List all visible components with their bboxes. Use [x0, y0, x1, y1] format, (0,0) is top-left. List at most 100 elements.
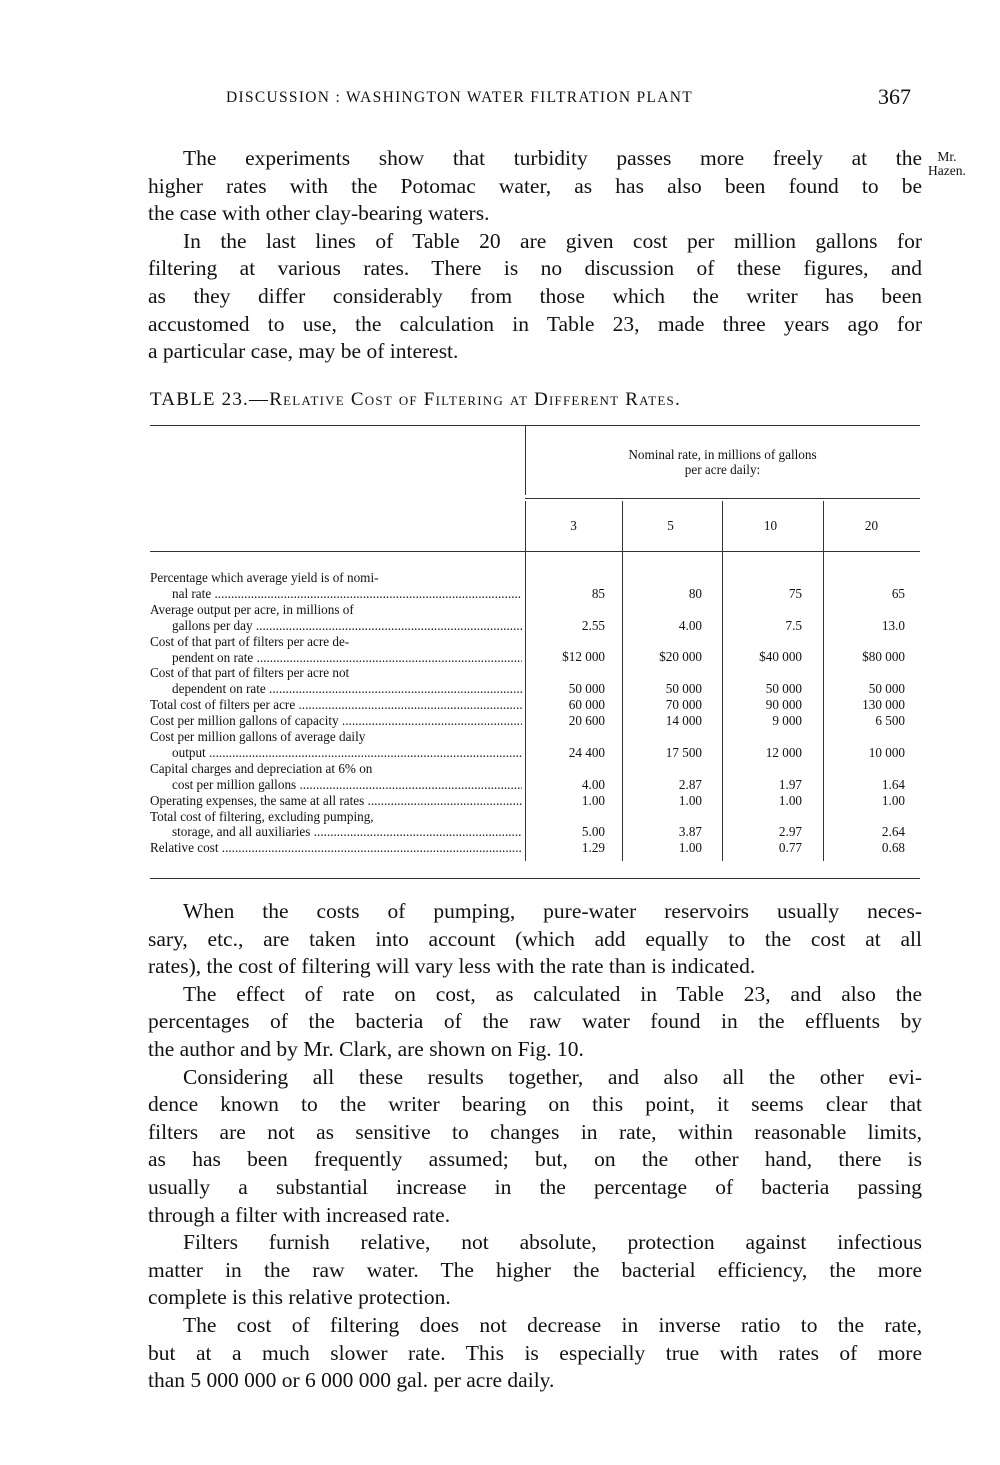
row-label: Cost per million gallons of capacity: [150, 713, 522, 729]
paragraph-line: filtering at various rates. There is no …: [148, 256, 922, 281]
table-row: Total cost of filtering, excluding pumpi…: [150, 809, 920, 841]
table-cell: 2.87: [678, 776, 702, 792]
row-label: Total cost of filtering, excluding pumpi…: [150, 809, 522, 841]
paragraph: Considering all these results together, …: [148, 1064, 922, 1230]
running-head: DISCUSSION : WASHINGTON WATER FILTRATION…: [226, 89, 693, 106]
row-label-line: nal rate: [150, 586, 522, 602]
row-label-line: Average output per acre, in millions of: [150, 601, 354, 617]
paragraph-line: usually a substantial increase in the pe…: [148, 1174, 922, 1199]
row-label-line: Percentage which average yield is of nom…: [150, 570, 379, 585]
paragraph-line: than 5 000 000 or 6 000 000 gal. per acr…: [148, 1368, 555, 1393]
table-row: Cost per million gallons of capacity 20 6…: [150, 713, 920, 729]
table-cell: 7.5: [785, 617, 802, 633]
paragraph-line: accustomed to use, the calculation in Ta…: [148, 311, 922, 336]
table-cell: 17 500: [665, 744, 702, 760]
paragraph-line: as has been frequently assumed; but, on …: [148, 1147, 922, 1172]
column-header: 20: [864, 518, 879, 533]
table-cell: 130 000: [862, 697, 905, 713]
paragraph-line: but at a much slower rate. This is espec…: [148, 1340, 922, 1365]
column-divider: [525, 501, 526, 861]
table-cell: 1.00: [581, 792, 605, 808]
paragraph-line: filters are not as sensitive to changes …: [148, 1119, 922, 1144]
table-cell: 24 400: [568, 744, 605, 760]
table-cell: $20 000: [659, 649, 702, 665]
table-cell: 2.97: [778, 824, 802, 840]
table-cell: 1.00: [678, 792, 702, 808]
row-label-line: Relative cost: [150, 840, 522, 856]
paragraph-line: When the costs of pumping, pure-water re…: [183, 899, 922, 923]
column-divider: [823, 501, 824, 861]
paragraph-line: Considering all these results together, …: [183, 1064, 922, 1089]
table-cell: $40 000: [759, 649, 802, 665]
caption-title: Relative Cost of Filtering at Different …: [269, 389, 681, 410]
row-label: Relative cost: [150, 840, 522, 856]
paragraph-line: the author and by Mr. Clark, are shown o…: [148, 1036, 584, 1061]
paragraph: Filters furnish relative, not absolute, …: [148, 1229, 922, 1312]
column-divider: [622, 501, 623, 861]
paragraph-line: a particular case, may be of interest.: [148, 339, 459, 364]
table-cell: 3.87: [678, 824, 702, 840]
table-row: Cost per million gallons of average dail…: [150, 729, 920, 761]
table-row: Total cost of filters per acre 60 000 70 0…: [150, 697, 920, 713]
caption-prefix: TABLE 23.—: [150, 389, 270, 410]
paragraph-line: rates), the cost of filtering will vary …: [148, 954, 756, 979]
row-label: Total cost of filters per acre: [150, 697, 522, 713]
table-cell: 2.64: [881, 824, 905, 840]
group-header-line: per acre daily:: [684, 462, 761, 477]
table-cell: 50 000: [665, 681, 702, 697]
row-label-line: pendent on rate: [150, 650, 522, 666]
table-cell: 9 000: [772, 713, 802, 729]
row-label: Cost of that part of filters per acre no…: [150, 665, 522, 697]
column-header: 10: [763, 518, 778, 533]
table-cell: 60 000: [568, 697, 605, 713]
table-cell: 0.68: [881, 840, 905, 856]
row-label-line: Total cost of filters per acre: [150, 697, 522, 713]
column-divider: [722, 501, 723, 861]
row-label-line: Capital charges and depreciation at 6% o…: [150, 760, 373, 776]
table-cell: 80: [688, 585, 702, 601]
paragraph: The experiments show that turbidity pass…: [148, 145, 922, 228]
table-cell: 50 000: [568, 681, 605, 697]
table-cell: $12 000: [562, 649, 605, 665]
table-row: Cost of that part of filters per acre no…: [150, 665, 920, 697]
table-row: Cost of that part of filters per acre de…: [150, 634, 920, 666]
table-cell: 1.00: [678, 840, 702, 856]
table-row: Relative cost 1.29 1.00 0.77 0.68: [150, 840, 920, 856]
row-label: Percentage which average yield is of nom…: [150, 570, 522, 602]
column-header: 3: [570, 518, 577, 533]
table-cell: 1.64: [881, 776, 905, 792]
row-label: Operating expenses, the same at all rate…: [150, 793, 522, 809]
paragraph: In the last lines of Table 20 are given …: [148, 228, 922, 366]
row-label: Cost per million gallons of average dail…: [150, 729, 522, 761]
table-cell: 90 000: [765, 697, 802, 713]
paragraph-line: The experiments show that turbidity pass…: [183, 146, 922, 170]
table-bottom-rule: [150, 878, 920, 879]
table-cell: 14 000: [665, 713, 702, 729]
table-cell: 10 000: [868, 744, 905, 760]
paragraph-line: complete is this relative protection.: [148, 1285, 451, 1310]
table-top-rule: [150, 425, 920, 426]
table-cell: 70 000: [665, 697, 702, 713]
table-row: Capital charges and depreciation at 6% o…: [150, 761, 920, 793]
table-row: Average output per acre, in millions of g…: [150, 602, 920, 634]
row-label: Average output per acre, in millions of g…: [150, 602, 522, 634]
table-cell: 65: [891, 585, 905, 601]
paragraph-line: the case with other clay-bearing waters.: [148, 201, 490, 226]
table-row: Operating expenses, the same at all rate…: [150, 793, 920, 809]
table-row: Percentage which average yield is of nom…: [150, 570, 920, 602]
row-label-line: Cost of that part of filters per acre no…: [150, 665, 350, 681]
margin-note-line: Hazen.: [928, 163, 966, 178]
margin-note: Mr. Hazen.: [928, 150, 966, 178]
table-cell: 1.97: [778, 776, 802, 792]
table-cell: 13.0: [881, 617, 905, 633]
table-cell: 0.77: [778, 840, 802, 856]
table-cell: 12 000: [765, 744, 802, 760]
row-label-line: Cost per million gallons of capacity: [150, 713, 522, 729]
table-cell: 1.00: [778, 792, 802, 808]
paragraph-line: percentages of the bacteria of the raw w…: [148, 1009, 922, 1034]
page-number: 367: [878, 84, 911, 109]
row-label-line: dependent on rate: [150, 681, 522, 697]
table-cell: 75: [788, 585, 802, 601]
table-cell: 4.00: [678, 617, 702, 633]
paragraph-line: as they differ considerably from those w…: [148, 283, 922, 308]
